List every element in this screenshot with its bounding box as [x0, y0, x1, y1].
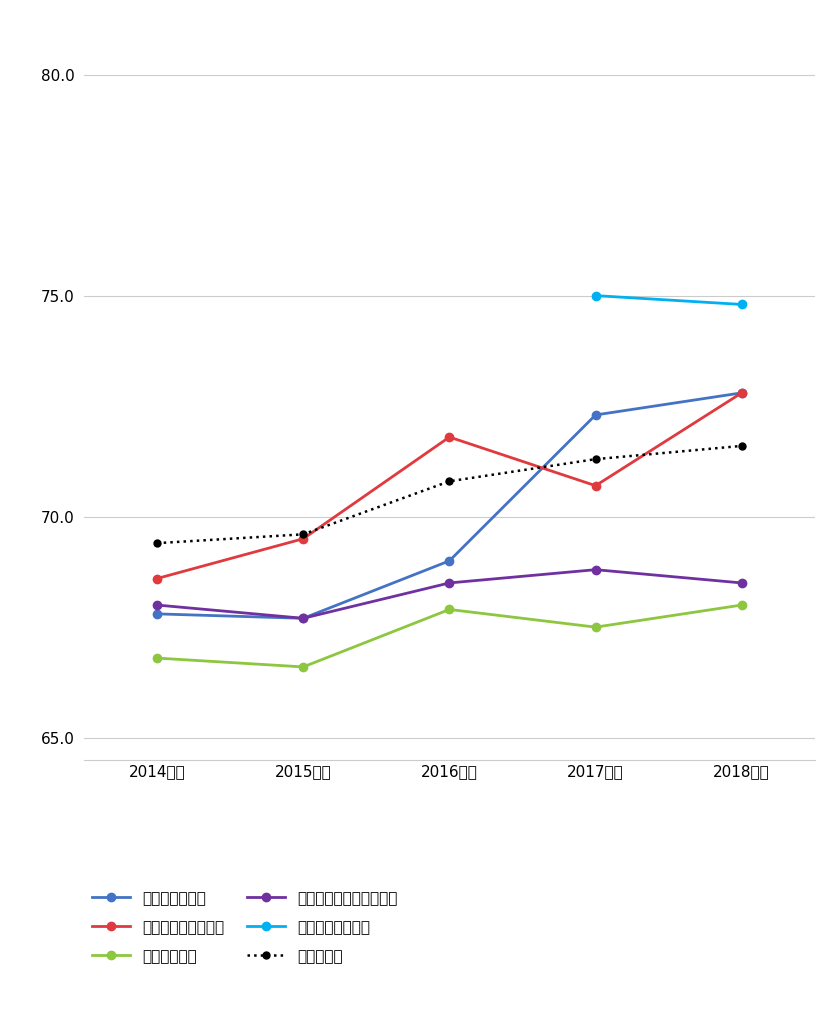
Legend: 家電量販店平均, ドラッグストア平均, 近郊鉄道平均, フィットネスクラブ平均, プロ野球観戦平均, 全業種平均: 家電量販店平均, ドラッグストア平均, 近郊鉄道平均, フィットネスクラブ平均,… [92, 891, 398, 964]
